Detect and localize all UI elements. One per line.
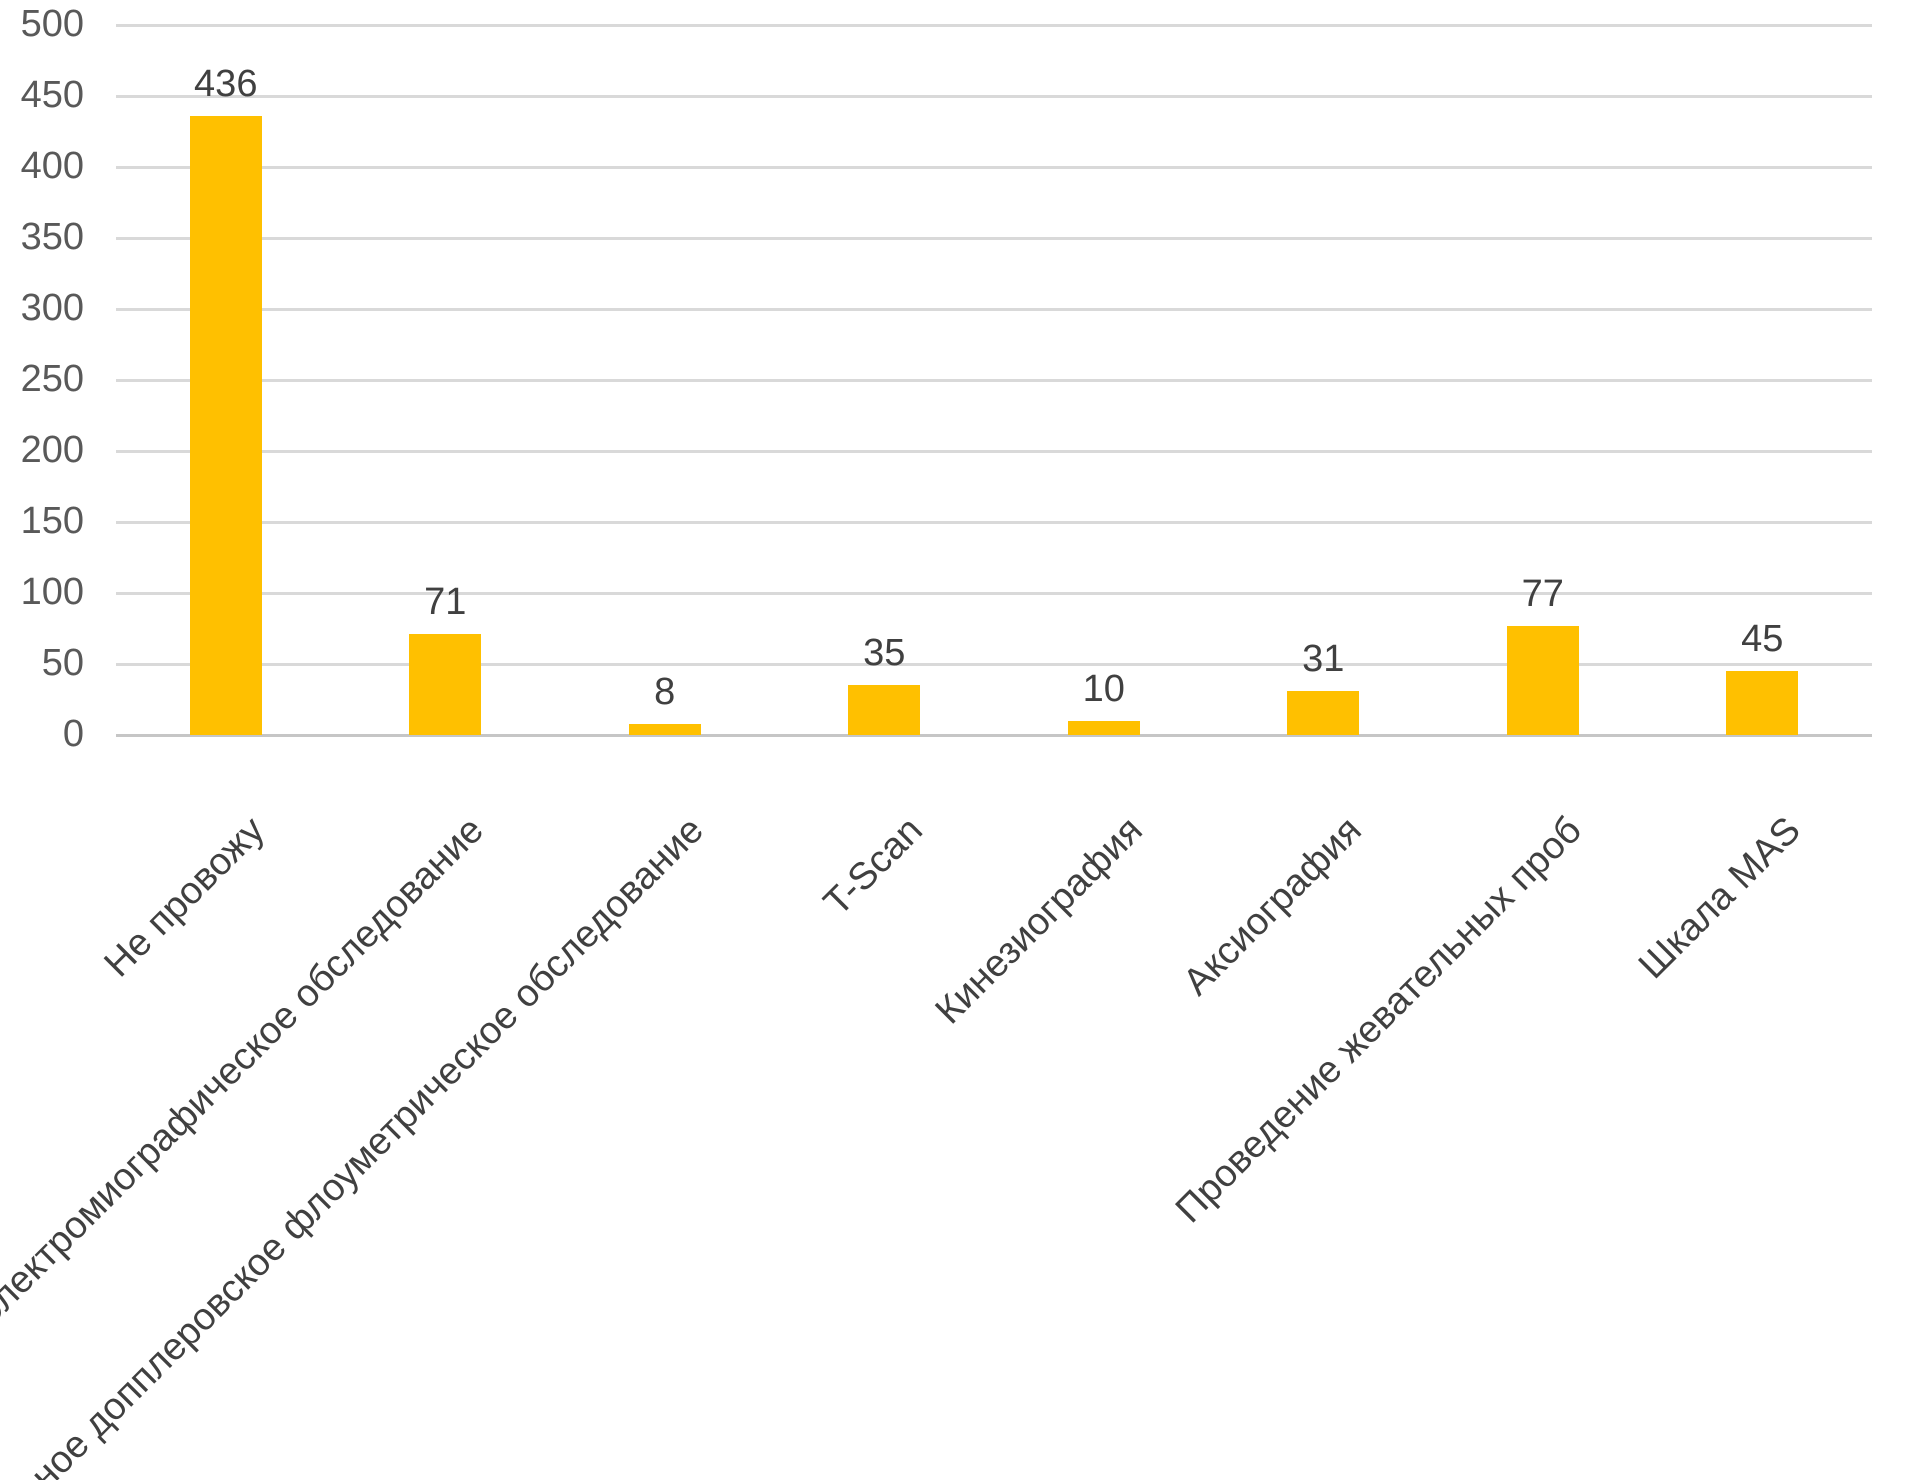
bar-value-label: 71 (424, 581, 467, 624)
bar-value-label: 31 (1302, 637, 1345, 680)
y-tick-label: 250 (20, 358, 84, 400)
bar (189, 115, 262, 735)
bar-value-label: 77 (1521, 572, 1564, 615)
y-tick-label: 450 (20, 74, 84, 116)
y-tick-label: 300 (20, 287, 84, 329)
y-tick-label: 50 (41, 642, 84, 684)
gridline (116, 379, 1872, 382)
bar (1506, 625, 1579, 735)
gridline (116, 308, 1872, 311)
gridline (116, 95, 1872, 98)
bar (848, 685, 921, 735)
gridline (116, 450, 1872, 453)
gridline (116, 166, 1872, 169)
y-tick-label: 500 (20, 3, 84, 45)
x-category-label: Электромиографическое обследование (0, 809, 493, 1337)
y-tick-label: 150 (20, 500, 84, 542)
gridline (116, 24, 1872, 27)
y-tick-label: 100 (20, 571, 84, 613)
bar (1067, 720, 1140, 735)
y-tick-label: 0 (62, 713, 84, 755)
gridline (116, 663, 1872, 666)
bar (1726, 671, 1799, 735)
gridline (116, 521, 1872, 524)
bar (1287, 690, 1360, 735)
bar-value-label: 45 (1741, 618, 1784, 661)
y-tick-label: 400 (20, 145, 84, 187)
y-tick-label: 350 (20, 216, 84, 258)
bar-value-label: 10 (1082, 667, 1125, 710)
bar-value-label: 8 (654, 670, 676, 713)
bar-value-label: 35 (863, 632, 906, 675)
bar (628, 723, 701, 735)
bar-value-label: 436 (194, 62, 258, 105)
x-axis-line (116, 734, 1872, 737)
gridline (116, 592, 1872, 595)
bar (409, 634, 482, 735)
gridline (116, 237, 1872, 240)
y-tick-label: 200 (20, 429, 84, 471)
